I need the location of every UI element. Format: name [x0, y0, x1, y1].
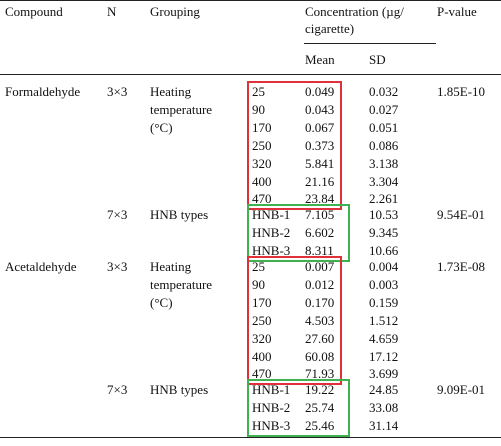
mean-value: 5.841	[305, 155, 335, 171]
sd-value: 3.699	[369, 366, 399, 382]
mean-value: 25.46	[305, 417, 335, 433]
sd-value: 33.08	[369, 399, 399, 415]
p-value: 9.09E-01	[437, 382, 486, 397]
group-value: 170	[252, 294, 272, 310]
replicate-n: 7×3	[107, 207, 128, 222]
mean-value: 0.049	[305, 84, 335, 99]
header-mean: Mean	[305, 52, 335, 67]
green-highlight-box	[247, 204, 350, 262]
sd-value: 0.003	[369, 276, 399, 292]
p-value: 9.54E-01	[437, 207, 486, 222]
p-value: 1.73E-08	[437, 259, 486, 274]
header-n: N	[107, 4, 117, 19]
sd-value: 10.66	[369, 242, 399, 258]
mean-value: 27.60	[305, 330, 335, 346]
group-value: HNB-1	[252, 207, 291, 222]
header-sd: SD	[369, 52, 386, 67]
red-highlight-box	[247, 256, 342, 386]
red-highlight-box	[247, 81, 342, 211]
sd-value: 9.345	[369, 224, 399, 240]
header-compound: Compound	[5, 4, 63, 19]
green-highlight-box	[247, 379, 350, 437]
sd-value: 0.159	[369, 294, 399, 310]
group-value: 400	[252, 348, 272, 364]
grouping-label: Heating	[150, 259, 192, 274]
group-value: 320	[252, 330, 272, 346]
grouping-label: Heating	[150, 84, 192, 99]
group-value: 25	[252, 259, 265, 274]
group-value: HNB-2	[252, 224, 291, 240]
group-value: HNB-2	[252, 399, 291, 415]
replicate-n: 3×3	[107, 259, 128, 274]
sd-value: 0.004	[369, 259, 399, 274]
group-value: 90	[252, 276, 265, 292]
sd-value: 4.659	[369, 330, 399, 346]
sd-value: 2.261	[369, 191, 399, 207]
mean-value: 21.16	[305, 173, 335, 189]
replicate-n: 3×3	[107, 84, 128, 99]
mean-value: 23.84	[305, 191, 335, 207]
group-value: 320	[252, 155, 272, 171]
header-concentration-line2: cigarette)	[305, 21, 355, 36]
concentration-rule	[304, 43, 436, 44]
sd-value: 0.051	[369, 119, 399, 135]
grouping-label: temperature	[150, 101, 213, 117]
compound-name: Acetaldehyde	[5, 259, 77, 274]
sd-value: 3.304	[369, 173, 399, 189]
bottom-rule	[0, 437, 501, 438]
mean-value: 0.043	[305, 101, 335, 117]
grouping-label: (°C)	[150, 119, 173, 135]
mean-value: 0.007	[305, 259, 335, 274]
group-value: HNB-3	[252, 417, 291, 433]
header-concentration-line1: Concentration (µg/	[305, 4, 404, 19]
sd-value: 24.85	[369, 382, 399, 397]
group-value: HNB-1	[252, 382, 291, 397]
mean-value: 7.105	[305, 207, 335, 222]
group-value: 470	[252, 366, 272, 382]
sd-value: 3.138	[369, 155, 399, 171]
top-rule	[0, 0, 501, 1]
sd-value: 31.14	[369, 417, 399, 433]
mean-value: 4.503	[305, 312, 335, 328]
mean-value: 25.74	[305, 399, 335, 415]
group-value: 90	[252, 101, 265, 117]
header-pvalue: P-value	[437, 4, 477, 19]
compound-name: Formaldehyde	[5, 84, 81, 99]
group-value: 470	[252, 191, 272, 207]
grouping-label: (°C)	[150, 294, 173, 310]
group-value: HNB-3	[252, 242, 291, 258]
replicate-n: 7×3	[107, 382, 128, 397]
mean-value: 60.08	[305, 348, 335, 364]
sd-value: 1.512	[369, 312, 399, 328]
group-value: 170	[252, 119, 272, 135]
mean-value: 71.93	[305, 366, 335, 382]
grouping-label: temperature	[150, 276, 213, 292]
mean-value: 0.170	[305, 294, 335, 310]
group-value: 250	[252, 137, 272, 153]
mean-value: 0.373	[305, 137, 335, 153]
group-value: 400	[252, 173, 272, 189]
group-value: 250	[252, 312, 272, 328]
sd-value: 10.53	[369, 207, 399, 222]
grouping-label: HNB types	[150, 382, 209, 397]
header-rule	[0, 74, 501, 75]
grouping-label: HNB types	[150, 207, 209, 222]
sd-value: 0.027	[369, 101, 399, 117]
mean-value: 0.067	[305, 119, 335, 135]
header-grouping: Grouping	[150, 4, 200, 19]
mean-value: 8.311	[305, 242, 334, 258]
mean-value: 6.602	[305, 224, 335, 240]
sd-value: 0.032	[369, 84, 399, 99]
group-value: 25	[252, 84, 265, 99]
p-value: 1.85E-10	[437, 84, 486, 99]
mean-value: 19.22	[305, 382, 335, 397]
mean-value: 0.012	[305, 276, 335, 292]
sd-value: 17.12	[369, 348, 399, 364]
sd-value: 0.086	[369, 137, 399, 153]
